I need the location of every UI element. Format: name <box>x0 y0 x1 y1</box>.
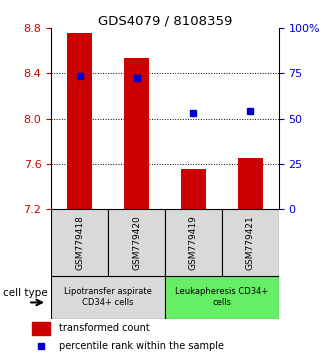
Bar <box>51 209 108 276</box>
Bar <box>124 58 149 209</box>
Bar <box>32 322 50 335</box>
Text: GSM779418: GSM779418 <box>75 215 84 270</box>
Title: GDS4079 / 8108359: GDS4079 / 8108359 <box>98 14 232 27</box>
Text: cell type: cell type <box>3 288 47 298</box>
Bar <box>238 158 263 209</box>
Text: GSM779420: GSM779420 <box>132 215 141 270</box>
Text: Leukapheresis CD34+
cells: Leukapheresis CD34+ cells <box>175 287 269 307</box>
Bar <box>108 209 165 276</box>
Bar <box>222 209 279 276</box>
Text: percentile rank within the sample: percentile rank within the sample <box>59 341 224 351</box>
Text: Lipotransfer aspirate
CD34+ cells: Lipotransfer aspirate CD34+ cells <box>64 287 152 307</box>
Text: GSM779419: GSM779419 <box>189 215 198 270</box>
Bar <box>181 169 206 209</box>
Bar <box>165 209 222 276</box>
Text: GSM779421: GSM779421 <box>246 215 255 270</box>
Bar <box>165 276 279 319</box>
Bar <box>67 33 92 209</box>
Bar <box>51 276 165 319</box>
Text: transformed count: transformed count <box>59 323 150 333</box>
